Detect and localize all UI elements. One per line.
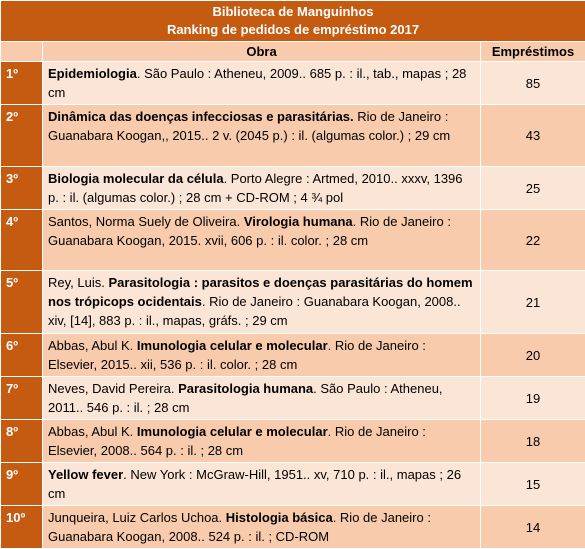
rank-cell: 8º bbox=[1, 420, 43, 463]
header-row: Obra Empréstimos bbox=[1, 42, 585, 62]
work-cell: Biologia molecular da célula. Porto Aleg… bbox=[43, 167, 481, 210]
loans-cell: 15 bbox=[481, 463, 585, 506]
header-cell: Obra bbox=[43, 42, 481, 62]
loans-cell: 43 bbox=[481, 105, 585, 167]
work-text: Histologia básica bbox=[226, 510, 333, 525]
work-text: Abbas, Abul K. bbox=[48, 338, 137, 353]
loans-cell: 14 bbox=[481, 506, 585, 549]
table-row: 2º Dinâmica das doenças infecciosas e par… bbox=[1, 105, 585, 167]
work-text: Parasitologia humana bbox=[178, 381, 313, 396]
loans-cell: 19 bbox=[481, 377, 585, 420]
work-text: Rey, Luis. bbox=[48, 275, 108, 290]
loans-cell: 25 bbox=[481, 167, 585, 210]
rank-cell: 7º bbox=[1, 377, 43, 420]
rank-cell: 10º bbox=[1, 506, 43, 549]
loans-cell: 21 bbox=[481, 271, 585, 334]
header-cell bbox=[1, 42, 43, 62]
title-row: Biblioteca de Manguinhos Ranking de pedi… bbox=[1, 1, 585, 42]
title: Biblioteca de Manguinhos bbox=[3, 3, 583, 21]
work-cell: Abbas, Abul K. Imunologia celular e mole… bbox=[43, 420, 481, 463]
rank-cell: 6º bbox=[1, 334, 43, 377]
work-text: Imunologia celular e molecular bbox=[137, 338, 328, 353]
work-cell: Epidemiologia. São Paulo : Atheneu, 2009… bbox=[43, 62, 481, 105]
work-text: Dinâmica das doenças infecciosas e paras… bbox=[48, 109, 354, 124]
header-cell: Empréstimos bbox=[481, 42, 585, 62]
loans-cell: 22 bbox=[481, 210, 585, 271]
work-cell: Rey, Luis. Parasitologia : parasitos e d… bbox=[43, 271, 481, 334]
rank-cell: 2º bbox=[1, 105, 43, 167]
work-text: Virologia humana bbox=[244, 214, 353, 229]
rank-cell: 5º bbox=[1, 271, 43, 334]
work-text: Abbas, Abul K. bbox=[48, 424, 137, 439]
work-cell: Neves, David Pereira. Parasitologia huma… bbox=[43, 377, 481, 420]
rank-cell: 3º bbox=[1, 167, 43, 210]
subtitle: Ranking de pedidos de empréstimo 2017 bbox=[3, 21, 583, 39]
work-cell: Yellow fever. New York : McGraw-Hill, 19… bbox=[43, 463, 481, 506]
page: Biblioteca de Manguinhos Ranking de pedi… bbox=[0, 0, 585, 537]
loans-cell: 20 bbox=[481, 334, 585, 377]
rank-cell: 9º bbox=[1, 463, 43, 506]
work-text: Imunologia celular e molecular bbox=[137, 424, 328, 439]
work-cell: Santos, Norma Suely de Oliveira. Virolog… bbox=[43, 210, 481, 271]
work-cell: Dinâmica das doenças infecciosas e paras… bbox=[43, 105, 481, 167]
work-text: Yellow fever bbox=[48, 467, 123, 482]
title-cell: Biblioteca de Manguinhos Ranking de pedi… bbox=[1, 1, 585, 42]
work-cell: Junqueira, Luiz Carlos Uchoa. Histologia… bbox=[43, 506, 481, 549]
rank-cell: 1º bbox=[1, 62, 43, 105]
rank-cell: 4º bbox=[1, 210, 43, 271]
work-text: Biologia molecular da célula bbox=[48, 171, 224, 186]
work-text: Junqueira, Luiz Carlos Uchoa. bbox=[48, 510, 226, 525]
work-text: Santos, Norma Suely de Oliveira. bbox=[48, 214, 244, 229]
loans-cell: 18 bbox=[481, 420, 585, 463]
work-text: Epidemiologia bbox=[48, 66, 137, 81]
work-text: Neves, David Pereira. bbox=[48, 381, 178, 396]
loans-cell: 85 bbox=[481, 62, 585, 105]
work-cell: Abbas, Abul K. Imunologia celular e mole… bbox=[43, 334, 481, 377]
